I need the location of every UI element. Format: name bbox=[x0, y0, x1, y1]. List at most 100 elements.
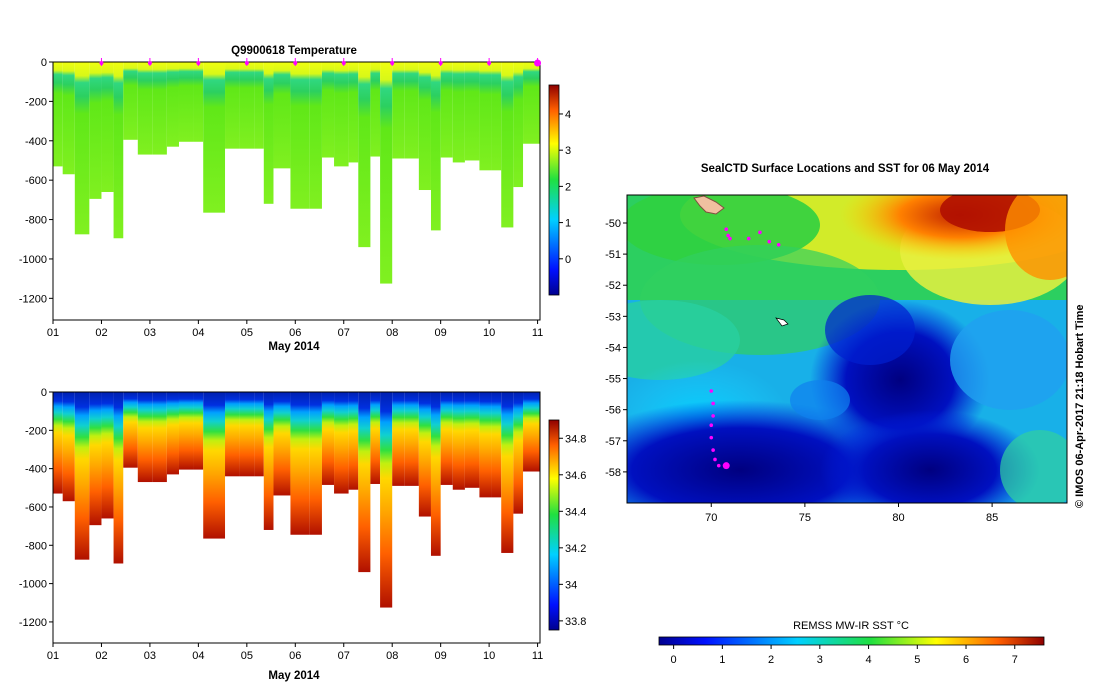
p2-profile-column bbox=[479, 392, 492, 498]
p1-profile-column bbox=[404, 62, 419, 159]
p1-profile-column bbox=[418, 62, 431, 191]
temperature-y-axis: 0 -200 -400 -600 -800 -1000 -1200 bbox=[19, 57, 53, 305]
p1-y-tick-label: -200 bbox=[25, 96, 47, 108]
p1-colorbar-tick-label: 1 bbox=[565, 218, 571, 230]
lon-tick-label: 80 bbox=[892, 512, 904, 524]
sst-colorbar-tick-label: 3 bbox=[817, 654, 823, 666]
p2-profile-column bbox=[404, 392, 419, 486]
track-point bbox=[758, 230, 762, 235]
temperature-title: Q9900618 Temperature bbox=[231, 45, 357, 57]
track-point bbox=[711, 448, 715, 452]
p1-profile-column bbox=[334, 62, 349, 167]
p2-profile-column bbox=[464, 392, 480, 488]
p1-profile-column bbox=[239, 62, 255, 149]
imos-credit: © IMOS 06-Apr-2017 21:18 Hobart Time bbox=[1074, 304, 1086, 508]
p2-profile-column bbox=[74, 392, 90, 560]
salinity-plot-frame bbox=[52, 391, 541, 644]
track-point bbox=[776, 242, 781, 247]
p1-y-tick-label: -400 bbox=[25, 136, 47, 148]
lon-tick-label: 85 bbox=[986, 512, 998, 524]
lat-tick-label: -55 bbox=[605, 374, 621, 386]
p1-profile-column bbox=[74, 62, 90, 235]
p2-profile-column bbox=[309, 392, 322, 535]
p2-profile-column bbox=[290, 392, 310, 535]
lon-tick-label: 75 bbox=[799, 512, 811, 524]
p2-profile-column bbox=[334, 392, 349, 494]
p2-profile-column bbox=[225, 392, 240, 477]
p1-profile-column bbox=[440, 62, 453, 158]
track-point bbox=[709, 423, 714, 428]
salinity-section-plot: 0 -200 -400 -600 -800 -1000 -1200 01 02 03 04 05 06… bbox=[19, 387, 587, 682]
p2-colorbar-tick-label: 34.4 bbox=[565, 506, 586, 518]
p2-profile-column bbox=[513, 392, 524, 514]
p1-profile-column bbox=[358, 62, 371, 248]
sst-map: SealCTD Surface Locations and SST for 06… bbox=[605, 163, 1086, 666]
p2-x-tick-label: 02 bbox=[95, 650, 107, 662]
p1-profile-column bbox=[464, 62, 480, 161]
p1-x-tick-label: 08 bbox=[386, 327, 398, 339]
p2-x-tick-label: 11 bbox=[532, 650, 543, 662]
temperature-x-axis: 01 02 03 04 05 06 07 08 09 10 11 bbox=[47, 320, 543, 339]
p1-profile-column bbox=[263, 62, 274, 204]
p1-x-tick-label: 11 bbox=[532, 327, 543, 339]
p2-profile-column bbox=[137, 392, 153, 483]
track-point bbox=[724, 227, 729, 232]
p2-profile-column bbox=[440, 392, 453, 485]
p2-y-tick-label: -600 bbox=[25, 502, 47, 514]
track-point bbox=[711, 401, 715, 406]
p2-x-tick-label: 05 bbox=[241, 650, 253, 662]
map-title: SealCTD Surface Locations and SST for 06… bbox=[701, 163, 990, 175]
p1-profile-column bbox=[392, 62, 405, 159]
p1-profile-column bbox=[523, 62, 540, 144]
salinity-y-axis: 0 -200 -400 -600 -800 -1000 -1200 bbox=[19, 387, 53, 629]
salinity-colorbar bbox=[548, 419, 560, 631]
p1-profile-column bbox=[89, 62, 102, 199]
p1-x-tick-label: 07 bbox=[338, 327, 350, 339]
p2-profile-column bbox=[178, 392, 194, 470]
current-position-marker bbox=[722, 462, 730, 470]
p1-colorbar-tick-label: 2 bbox=[565, 181, 571, 193]
p1-colorbar-tick-label: 4 bbox=[565, 109, 571, 121]
p1-profile-column bbox=[254, 62, 264, 149]
surfacing-marker bbox=[244, 61, 249, 65]
p2-profile-column bbox=[263, 392, 274, 530]
surfacing-marker bbox=[341, 61, 346, 65]
p1-x-tick-label: 04 bbox=[192, 327, 204, 339]
p2-y-tick-label: -1000 bbox=[19, 579, 47, 591]
p1-profile-column bbox=[225, 62, 240, 149]
p2-profile-column bbox=[203, 392, 226, 539]
seal-track bbox=[709, 227, 781, 470]
p2-y-tick-label: -1200 bbox=[19, 617, 47, 629]
lat-tick-label: -52 bbox=[605, 280, 621, 292]
p1-x-tick-label: 05 bbox=[241, 327, 253, 339]
sst-colorbar-tick-label: 6 bbox=[963, 654, 969, 666]
p1-profile-column bbox=[178, 62, 194, 142]
lat-tick-label: -58 bbox=[605, 467, 621, 479]
p2-profile-column bbox=[152, 392, 167, 483]
lat-tick-label: -54 bbox=[605, 342, 621, 354]
salinity-x-axis: 01 02 03 04 05 06 07 08 09 10 11 bbox=[47, 643, 543, 662]
p2-x-tick-label: 07 bbox=[338, 650, 350, 662]
temperature-profile-columns bbox=[53, 62, 540, 284]
p1-profile-column bbox=[380, 62, 393, 284]
p1-profile-column bbox=[273, 62, 291, 169]
track-point bbox=[709, 435, 714, 440]
p2-colorbar-tick-label: 34.8 bbox=[565, 433, 586, 445]
p1-y-tick-label: -1000 bbox=[19, 254, 47, 266]
surfacing-marker bbox=[196, 61, 201, 65]
p1-x-tick-label: 10 bbox=[483, 327, 495, 339]
p1-profile-column bbox=[430, 62, 441, 231]
p1-x-tick-label: 06 bbox=[289, 327, 301, 339]
p2-profile-column bbox=[166, 392, 179, 475]
sst-colorbar-tick-label: 4 bbox=[865, 654, 871, 666]
p1-profile-column bbox=[513, 62, 524, 188]
lat-tick-label: -56 bbox=[605, 405, 621, 417]
p2-profile-column bbox=[430, 392, 441, 556]
p1-profile-column bbox=[62, 62, 75, 175]
p2-y-tick-label: -800 bbox=[25, 540, 47, 552]
lat-tick-label: -50 bbox=[605, 218, 621, 230]
p1-profile-column bbox=[309, 62, 322, 209]
track-point bbox=[711, 414, 715, 418]
p1-profile-column bbox=[113, 62, 124, 239]
p1-profile-column bbox=[321, 62, 335, 158]
